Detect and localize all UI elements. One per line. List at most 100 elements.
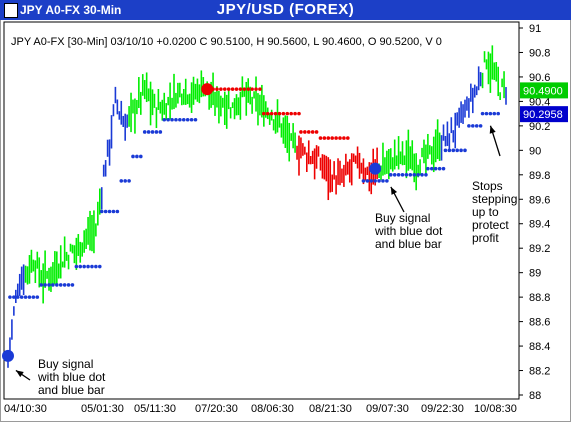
stop-dot — [420, 173, 424, 177]
stop-dot — [441, 166, 446, 171]
x-tick-label: 05/11:30 — [134, 403, 176, 415]
resistance-dot — [299, 130, 303, 134]
annotation-text: and blue bar — [38, 383, 105, 397]
window-title: JPY A0-FX 30-Min — [20, 3, 122, 17]
x-tick-label: 09/07:30 — [366, 403, 409, 415]
y-tick-label: 90.6 — [529, 72, 550, 84]
annotation-text: and blue bar — [375, 237, 442, 251]
resistance-dot — [258, 87, 262, 91]
stop-dots — [8, 87, 500, 299]
y-tick-label: 89.6 — [529, 194, 550, 206]
stop-dot — [385, 179, 389, 183]
info-line: JPY A0-FX [30-Min] 03/10/10 +0.0200 C 90… — [11, 36, 442, 48]
stop-dot — [158, 130, 163, 134]
stop-dot — [47, 283, 51, 287]
stop-dot — [12, 295, 16, 299]
stop-dot — [62, 283, 67, 287]
signal-dots — [2, 83, 382, 362]
stop-dot — [94, 264, 98, 269]
stop-dot — [424, 173, 428, 177]
y-tick-label: 88 — [529, 390, 541, 402]
stop-dot — [185, 117, 190, 122]
y-tick-label: 89.8 — [529, 170, 550, 182]
stop-dot — [166, 117, 170, 122]
resistance-dot — [281, 111, 286, 116]
stop-dot — [115, 209, 120, 214]
buy-signal-dot — [369, 162, 382, 175]
resistance-dot — [289, 111, 293, 116]
stop-dot — [447, 148, 452, 153]
stop-dot — [388, 173, 393, 177]
annotation-text: with blue dot — [374, 224, 443, 238]
stop-dot — [189, 117, 194, 122]
resistance-dot — [273, 111, 278, 116]
price-bars — [7, 45, 507, 368]
resistance-dot — [306, 130, 311, 134]
stop-dot — [146, 130, 151, 134]
y-tick-label: 88.4 — [529, 341, 550, 353]
stop-dot — [31, 295, 36, 299]
resistance-dot — [219, 87, 223, 91]
resistance-dot — [297, 111, 301, 116]
stop-dot — [135, 154, 139, 159]
stop-dot — [474, 124, 479, 128]
resistance-dot — [314, 130, 319, 134]
stop-dot — [74, 264, 79, 269]
arrow-head — [489, 125, 496, 134]
resistance-dot — [262, 111, 266, 116]
stop-dot — [97, 264, 102, 269]
stop-dot — [66, 283, 71, 287]
plot-area-border — [3, 21, 520, 400]
resistance-dot — [250, 87, 254, 91]
resistance-dot — [230, 87, 235, 91]
resistance-dot — [326, 136, 331, 140]
stop-dot — [78, 264, 83, 269]
y-axis: 91 90.8 90.6 90.4 90.2 90 89.8 89.6 89.4 89.2 89 88… — [519, 23, 550, 402]
last-price-badge: 90.4900 — [523, 85, 563, 97]
arrow-head — [390, 186, 398, 195]
x-tick-label: 07/20:30 — [195, 403, 238, 415]
stop-dot — [396, 173, 401, 177]
arrow-head — [15, 370, 24, 378]
y-tick-label: 89.2 — [529, 243, 550, 255]
stop-dot — [181, 117, 186, 122]
resistance-dot — [303, 130, 307, 134]
stop-dot — [480, 111, 485, 116]
resistance-dot — [215, 87, 219, 91]
stop-dot — [478, 124, 483, 128]
y-tick-label: 89.4 — [529, 219, 550, 231]
resistance-dot — [269, 111, 274, 116]
annotation-text: Buy signal — [375, 211, 430, 225]
annotation-text: profit — [472, 231, 499, 245]
resistance-dot — [265, 111, 270, 116]
resistance-dot — [293, 111, 297, 116]
title-bar: JPY A0-FX 30-Min JPY/USD (FOREX) — [0, 0, 571, 20]
stop-dot — [107, 209, 112, 214]
resistance-dot — [226, 87, 231, 91]
stop-dot — [492, 111, 497, 116]
resistance-dot — [330, 136, 334, 140]
stop-dot — [471, 124, 475, 128]
stop-dot — [369, 179, 374, 183]
y-tick-label: 91 — [529, 23, 541, 35]
resistance-dot — [342, 136, 346, 140]
stop-dot — [484, 111, 489, 116]
resistance-dot — [318, 136, 323, 140]
x-tick-label: 04/10:30 — [4, 403, 47, 415]
stop-dot — [111, 209, 116, 214]
stop-dot — [408, 173, 413, 177]
stop-dot — [429, 166, 434, 171]
stop-dot — [90, 264, 94, 269]
annotation-text: up to — [472, 205, 499, 219]
stop-dot — [178, 117, 182, 122]
stop-dot — [55, 283, 59, 287]
stop-dot — [174, 117, 178, 122]
stop-dot — [19, 295, 24, 299]
stop-dot — [496, 111, 500, 116]
stop-dot — [119, 179, 124, 183]
resistance-dot — [277, 111, 282, 116]
stop-dot — [123, 179, 127, 183]
stop-dot — [58, 283, 63, 287]
stop-dot — [400, 173, 405, 177]
